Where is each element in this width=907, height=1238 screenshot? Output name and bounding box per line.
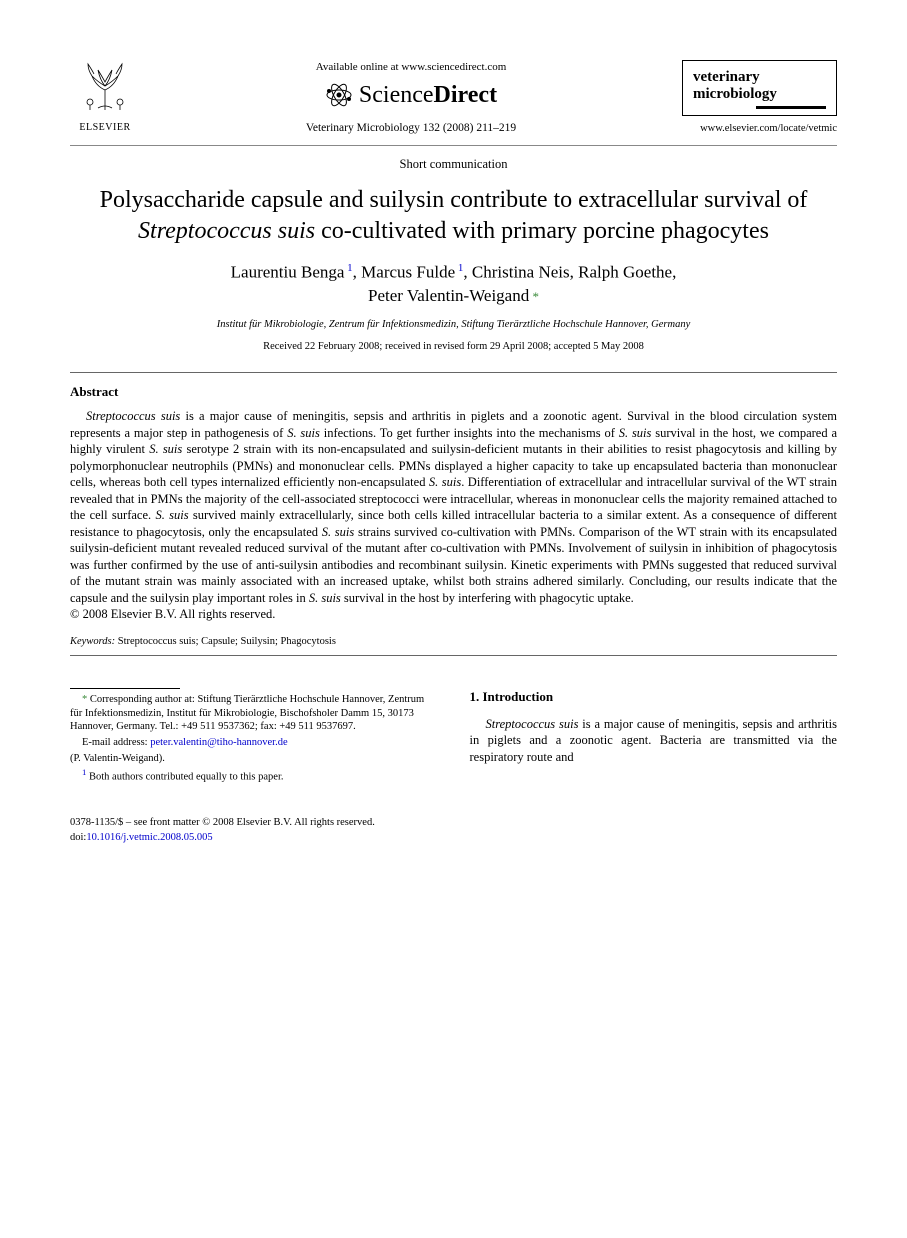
section-1-heading: 1. Introduction	[470, 688, 838, 706]
article-type: Short communication	[70, 156, 837, 173]
available-online-text: Available online at www.sciencedirect.co…	[160, 60, 662, 75]
elsevier-label: ELSEVIER	[70, 121, 140, 135]
article-citation: Veterinary Microbiology 132 (2008) 211–2…	[160, 121, 662, 137]
journal-name: veterinary microbiology	[693, 69, 826, 102]
sciencedirect-logo: ScienceDirect	[160, 79, 662, 111]
footnotes-block: * Corresponding author at: Stiftung Tier…	[70, 688, 438, 784]
author: Laurentiu Benga	[231, 263, 345, 282]
rule-above-abstract	[70, 372, 837, 373]
authors-list: Laurentiu Benga 1, Marcus Fulde 1, Chris…	[70, 261, 837, 308]
journal-badge-col: veterinary microbiology www.elsevier.com…	[682, 60, 837, 136]
header-center: Available online at www.sciencedirect.co…	[140, 60, 682, 137]
article-history: Received 22 February 2008; received in r…	[70, 340, 837, 354]
page-header: ELSEVIER Available online at www.science…	[70, 60, 837, 137]
journal-box: veterinary microbiology	[682, 60, 837, 116]
left-column: * Corresponding author at: Stiftung Tier…	[70, 688, 438, 786]
sciencedirect-wordmark: ScienceDirect	[359, 79, 497, 111]
doi-link[interactable]: 10.1016/j.vetmic.2008.05.005	[86, 832, 212, 843]
abstract-heading: Abstract	[70, 383, 837, 401]
journal-box-bar	[756, 106, 826, 109]
front-matter-line: 0378-1135/$ – see front matter © 2008 El…	[70, 817, 375, 828]
keywords-list: Streptococcus suis; Capsule; Suilysin; P…	[118, 636, 336, 647]
doi-label: doi:	[70, 832, 86, 843]
abstract-copyright: © 2008 Elsevier B.V. All rights reserved…	[70, 606, 837, 623]
keywords: Keywords: Streptococcus suis; Capsule; S…	[70, 635, 837, 649]
email-attribution: (P. Valentin-Weigand).	[70, 752, 438, 766]
section-1-paragraph: Streptococcus suis is a major cause of m…	[470, 716, 838, 766]
elsevier-tree-icon	[78, 60, 132, 114]
article-title: Polysaccharide capsule and suilysin cont…	[90, 185, 817, 247]
right-column: 1. Introduction Streptococcus suis is a …	[470, 688, 838, 786]
atom-icon	[325, 81, 353, 109]
two-column-body: * Corresponding author at: Stiftung Tier…	[70, 688, 837, 786]
header-rule	[70, 145, 837, 146]
rule-below-keywords	[70, 655, 837, 656]
author: Ralph Goethe	[578, 263, 672, 282]
elsevier-logo: ELSEVIER	[70, 60, 140, 134]
journal-url[interactable]: www.elsevier.com/locate/vetmic	[682, 122, 837, 136]
footnote-rule	[70, 688, 180, 689]
author: Christina Neis	[472, 263, 570, 282]
page-footer: 0378-1135/$ – see front matter © 2008 El…	[70, 816, 837, 844]
author: Marcus Fulde	[361, 263, 455, 282]
corresponding-star-icon: *	[529, 289, 539, 304]
footnote-1: Both authors contributed equally to this…	[89, 772, 284, 783]
email-link[interactable]: peter.valentin@tiho-hannover.de	[150, 737, 287, 748]
abstract-text: Streptococcus suis is a major cause of m…	[70, 408, 837, 623]
author-footnote-ref: 1	[455, 262, 463, 274]
author-footnote-ref: 1	[344, 262, 352, 274]
corresponding-author-note: Corresponding author at: Stiftung Tierär…	[70, 694, 424, 732]
affiliation: Institut für Mikrobiologie, Zentrum für …	[70, 318, 837, 332]
author: Peter Valentin-Weigand	[368, 286, 529, 305]
